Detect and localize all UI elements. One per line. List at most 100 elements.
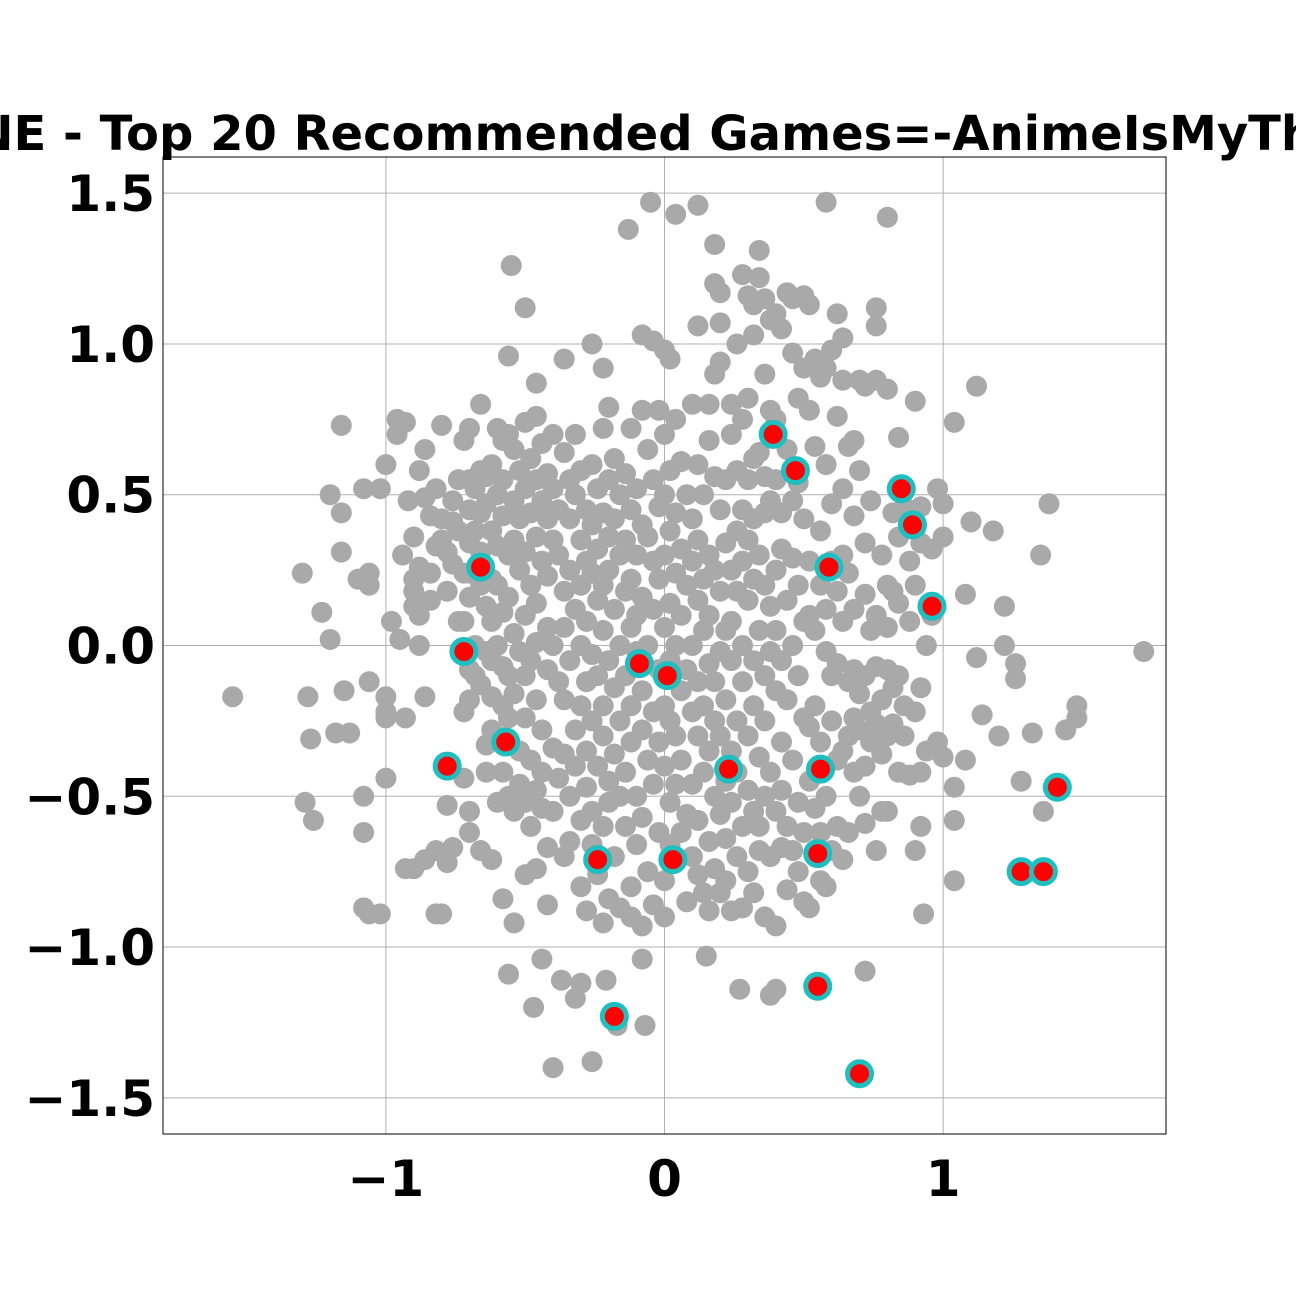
recommended-game-point bbox=[599, 1001, 629, 1031]
game-point bbox=[695, 945, 717, 967]
game-point bbox=[810, 520, 832, 542]
game-point bbox=[720, 423, 742, 445]
game-point bbox=[771, 731, 793, 753]
game-point bbox=[913, 903, 935, 925]
recommended-game-point bbox=[658, 845, 688, 875]
game-point bbox=[481, 454, 503, 476]
game-point bbox=[531, 948, 553, 970]
game-point bbox=[626, 604, 648, 626]
game-point bbox=[598, 526, 620, 548]
game-point bbox=[737, 779, 759, 801]
game-point bbox=[954, 583, 976, 605]
recommended-game-point bbox=[1028, 857, 1058, 887]
game-point bbox=[637, 861, 659, 883]
game-point bbox=[826, 303, 848, 325]
game-point bbox=[353, 821, 375, 843]
game-point bbox=[826, 653, 848, 675]
game-point bbox=[720, 791, 742, 813]
recommended-game-point bbox=[491, 727, 521, 757]
game-point bbox=[832, 478, 854, 500]
game-point bbox=[559, 650, 581, 672]
game-point bbox=[732, 897, 754, 919]
game-point bbox=[698, 429, 720, 451]
game-point bbox=[419, 562, 441, 584]
game-point bbox=[564, 755, 586, 777]
game-point bbox=[536, 565, 558, 587]
game-point bbox=[743, 695, 765, 717]
game-point bbox=[837, 821, 859, 843]
game-point bbox=[782, 342, 804, 364]
game-point bbox=[548, 671, 570, 693]
game-point bbox=[971, 704, 993, 726]
recommended-game-point bbox=[897, 510, 927, 540]
game-point bbox=[815, 357, 837, 379]
game-point bbox=[810, 731, 832, 753]
game-point bbox=[581, 333, 603, 355]
game-point bbox=[843, 598, 865, 620]
game-point bbox=[598, 396, 620, 418]
game-point bbox=[904, 390, 926, 412]
game-point bbox=[748, 442, 770, 464]
game-point bbox=[687, 864, 709, 886]
game-point bbox=[798, 897, 820, 919]
game-point bbox=[497, 345, 519, 367]
game-point bbox=[509, 773, 531, 795]
game-point bbox=[732, 635, 754, 656]
game-point bbox=[620, 499, 642, 521]
game-point bbox=[330, 502, 352, 524]
y-tick-label: −0.5 bbox=[25, 768, 155, 826]
game-point bbox=[915, 635, 937, 656]
game-point bbox=[553, 442, 575, 464]
game-point bbox=[715, 827, 737, 849]
game-point bbox=[765, 469, 787, 491]
game-point bbox=[394, 707, 416, 729]
game-point bbox=[592, 357, 614, 379]
x-tick-label: 0 bbox=[647, 1150, 682, 1208]
game-point bbox=[670, 451, 692, 473]
game-point bbox=[787, 665, 809, 687]
game-point bbox=[603, 598, 625, 620]
game-point bbox=[497, 665, 519, 687]
game-point bbox=[1038, 493, 1060, 515]
game-point bbox=[782, 490, 804, 512]
game-point bbox=[1030, 544, 1052, 566]
game-point bbox=[654, 616, 675, 638]
game-point bbox=[737, 589, 759, 611]
x-tick-label: −1 bbox=[348, 1150, 425, 1208]
game-point bbox=[810, 821, 832, 843]
game-point bbox=[609, 635, 631, 656]
game-point bbox=[737, 861, 759, 883]
game-point bbox=[754, 574, 776, 596]
game-point bbox=[854, 532, 876, 554]
plot-frame bbox=[162, 156, 1167, 1135]
game-point bbox=[609, 710, 631, 732]
game-point bbox=[871, 743, 893, 765]
game-point bbox=[300, 728, 322, 750]
game-point bbox=[319, 484, 341, 506]
game-point bbox=[932, 493, 954, 515]
game-point bbox=[704, 785, 726, 807]
game-point bbox=[614, 463, 636, 485]
game-point bbox=[1032, 800, 1054, 822]
game-point bbox=[598, 559, 620, 581]
game-point bbox=[932, 746, 954, 768]
game-point bbox=[408, 604, 430, 626]
game-point bbox=[575, 610, 597, 632]
game-point bbox=[497, 586, 519, 608]
game-point bbox=[654, 423, 675, 445]
game-point bbox=[442, 837, 464, 859]
recommended-game-point bbox=[714, 754, 744, 784]
game-point bbox=[943, 411, 965, 433]
game-point bbox=[475, 761, 497, 783]
game-point bbox=[815, 191, 837, 213]
game-point bbox=[408, 460, 430, 482]
game-point bbox=[631, 915, 653, 937]
game-point bbox=[403, 580, 425, 602]
game-point bbox=[325, 722, 347, 744]
game-point bbox=[592, 725, 614, 747]
game-point bbox=[804, 619, 826, 641]
game-point bbox=[826, 405, 848, 427]
game-point bbox=[665, 773, 687, 795]
recommended-game-point bbox=[803, 839, 833, 869]
game-point bbox=[330, 541, 352, 563]
